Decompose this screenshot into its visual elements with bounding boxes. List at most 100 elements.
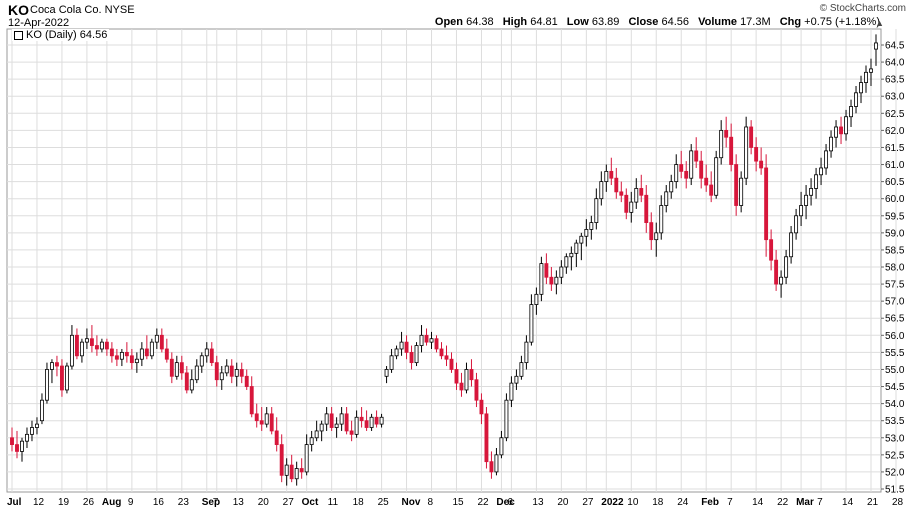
candle-body	[439, 348, 444, 357]
candle	[94, 335, 99, 356]
candle	[584, 219, 589, 247]
candle	[524, 335, 529, 370]
candle	[119, 348, 124, 367]
candle-body	[339, 413, 344, 425]
candle	[544, 253, 549, 285]
y-tick-label: 59.0	[885, 228, 905, 239]
candle	[694, 137, 699, 168]
company-name: Coca Cola Co. NYSE	[30, 4, 135, 16]
candle	[719, 120, 724, 165]
candle	[254, 403, 259, 428]
candle-body	[239, 369, 244, 377]
candle-body	[129, 355, 134, 364]
candle	[664, 185, 669, 213]
candle-body	[154, 334, 159, 343]
candle	[764, 154, 769, 257]
candle	[684, 161, 689, 189]
candle-body	[609, 170, 614, 179]
x-tick-label: 2022	[601, 497, 624, 508]
candle	[809, 178, 814, 206]
candle-body	[649, 222, 654, 241]
candle	[45, 362, 49, 404]
candle-body	[739, 177, 744, 206]
candle	[824, 144, 829, 175]
candle	[494, 448, 499, 476]
candle	[679, 150, 684, 179]
up-triangle-icon: ▲	[875, 18, 884, 28]
candle	[744, 116, 749, 186]
candle	[549, 267, 554, 291]
candle	[479, 393, 484, 425]
x-tick-label: 14	[842, 497, 854, 508]
x-tick-label: Mar	[796, 497, 814, 508]
candle	[259, 407, 264, 431]
y-tick-label: 60.5	[885, 177, 905, 188]
y-tick-label: 52.0	[885, 467, 905, 478]
low-label: Low	[566, 16, 589, 28]
candle	[434, 335, 439, 353]
candle	[144, 335, 149, 360]
candle	[539, 256, 544, 302]
candle-body	[459, 382, 464, 391]
candle-body	[89, 338, 94, 346]
candle	[449, 352, 454, 373]
candle-body	[844, 116, 848, 135]
candle-body	[124, 351, 129, 357]
candle	[79, 338, 84, 363]
candle	[569, 246, 574, 271]
candle-body	[104, 341, 109, 350]
candle-body	[109, 348, 114, 357]
candle-body	[824, 150, 829, 169]
y-tick-label: 51.5	[885, 485, 905, 496]
candle-body	[729, 136, 734, 165]
candle-body	[559, 266, 564, 278]
candle	[10, 427, 14, 452]
candle-body	[254, 413, 259, 422]
candle-body	[229, 365, 234, 377]
candle-body	[714, 157, 719, 196]
candle	[394, 345, 399, 360]
candle	[59, 359, 64, 397]
candle	[30, 420, 34, 442]
grid-lines	[7, 29, 897, 492]
candle	[749, 120, 754, 155]
candle	[389, 348, 394, 373]
candle-body	[329, 413, 334, 428]
candle	[619, 181, 624, 203]
y-tick-label: 64.0	[885, 58, 905, 69]
candle	[104, 338, 109, 356]
candle	[99, 338, 104, 353]
candle-body	[394, 348, 399, 357]
candle-body	[549, 276, 554, 285]
candle-body	[524, 341, 529, 364]
candle-body	[15, 444, 19, 452]
candle	[649, 212, 654, 250]
x-tick-label: Dec	[496, 497, 515, 508]
candle	[334, 417, 339, 438]
candle	[794, 208, 799, 240]
candle-body	[199, 355, 204, 367]
candle-body	[189, 379, 194, 391]
change-label: Chg	[779, 16, 802, 28]
candle	[409, 345, 414, 370]
candle	[354, 410, 359, 438]
candle	[299, 458, 304, 479]
candle	[69, 325, 74, 370]
legend-text: KO (Daily) 64.56	[26, 29, 108, 41]
candle	[724, 116, 729, 148]
x-tick-label: 11	[328, 497, 339, 508]
x-tick-label: 18	[353, 497, 365, 508]
y-tick-label: 55.5	[885, 348, 905, 359]
candle	[614, 167, 619, 199]
candle-body	[139, 348, 144, 360]
candle	[784, 249, 789, 285]
candle	[149, 338, 154, 360]
candle-body	[874, 42, 878, 50]
candle	[284, 458, 289, 486]
candle-body	[10, 437, 14, 445]
candle	[474, 372, 479, 408]
candle	[589, 215, 594, 240]
candle	[519, 355, 524, 380]
candle	[819, 157, 824, 186]
candle	[489, 451, 494, 479]
